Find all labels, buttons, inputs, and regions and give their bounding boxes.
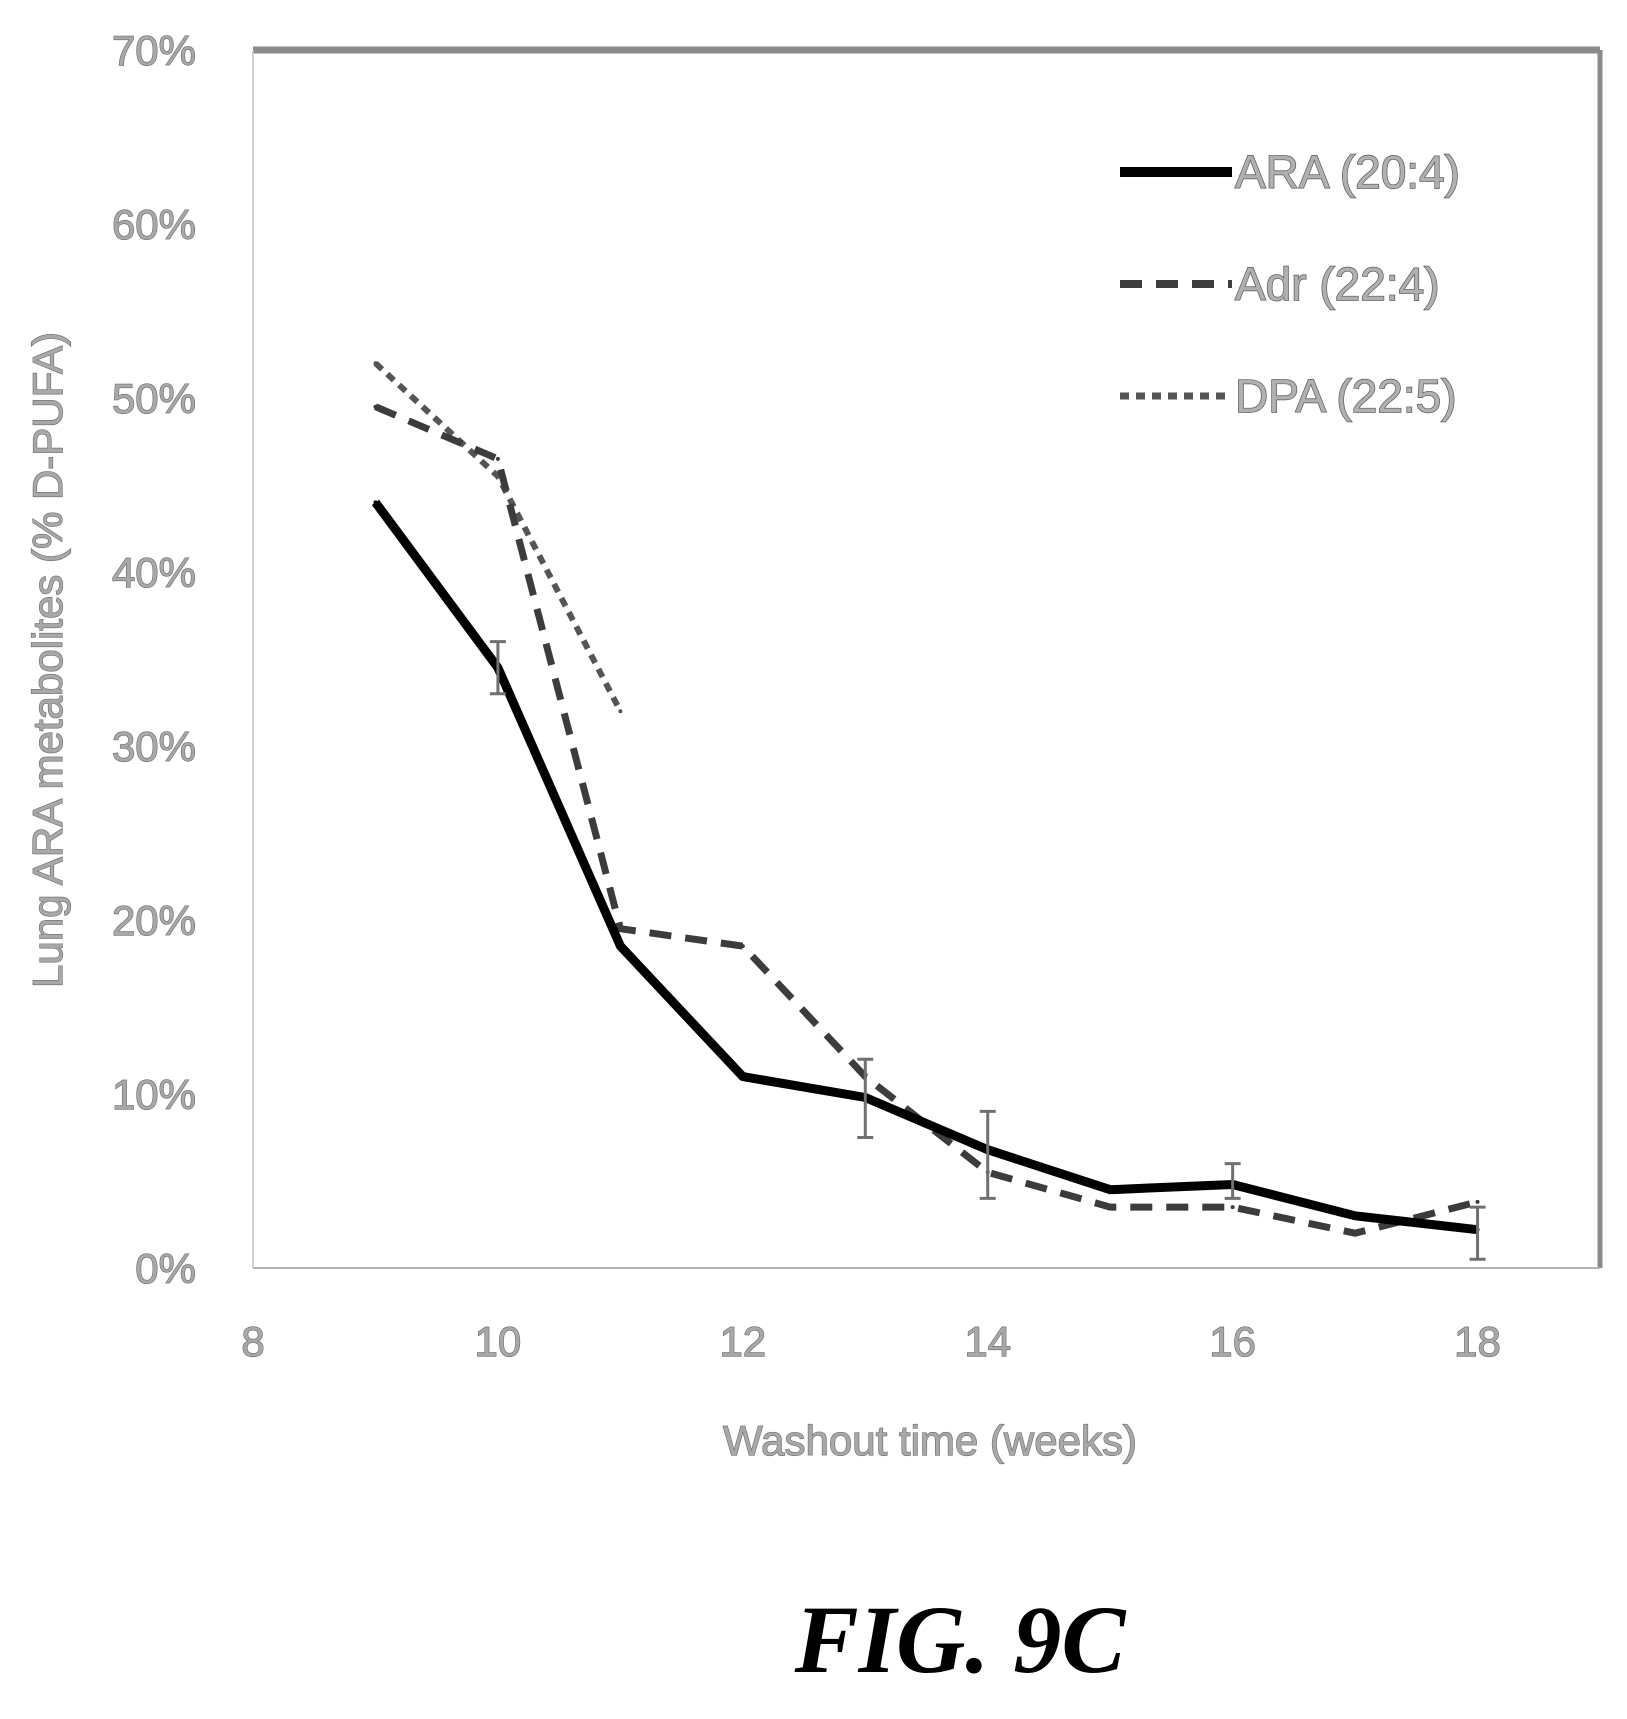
- data-point: [373, 500, 378, 505]
- y-tick-label: 10%: [112, 1071, 196, 1118]
- x-tick-label: 12: [719, 1318, 766, 1365]
- data-point: [1475, 1199, 1480, 1204]
- data-point: [1108, 1205, 1113, 1210]
- series-line-adr: [374, 403, 1479, 1237]
- data-point: [1353, 1213, 1358, 1218]
- legend-label: DPA (22:5): [1235, 370, 1457, 422]
- plot-frame: [252, 46, 1603, 1269]
- figure-caption: FIG. 9C: [794, 1586, 1127, 1693]
- x-axis-title: Washout time (weeks): [723, 1417, 1137, 1464]
- error-bar: [1469, 1205, 1486, 1261]
- legend-item-ara: ARA (20:4): [1120, 145, 1461, 199]
- y-tick-label: 20%: [112, 897, 196, 944]
- data-point: [618, 926, 623, 931]
- data-point: [1353, 1231, 1358, 1236]
- x-tick-label: 18: [1454, 1318, 1501, 1365]
- legend: ARA (20:4) Adr (22:4) DPA (22:5): [1120, 145, 1461, 423]
- legend-label: ARA (20:4): [1235, 146, 1460, 198]
- y-tick-label: 60%: [112, 201, 196, 248]
- data-point: [618, 944, 623, 949]
- data-point: [618, 709, 623, 714]
- x-tick-label: 8: [241, 1318, 264, 1365]
- legend-item-dpa: DPA (22:5): [1120, 369, 1457, 423]
- x-tick-label: 16: [1209, 1318, 1256, 1365]
- legend-item-adr: Adr (22:4): [1120, 257, 1440, 311]
- data-point: [1108, 1187, 1113, 1192]
- error-bar: [1224, 1162, 1241, 1200]
- y-tick-label: 70%: [112, 27, 196, 74]
- data-point: [740, 1074, 745, 1079]
- series-line-ara: [371, 499, 1479, 1235]
- data-point: [1230, 1205, 1235, 1210]
- data-point: [373, 404, 378, 409]
- error-bar: [489, 640, 506, 696]
- legend-label: Adr (22:4): [1235, 258, 1440, 310]
- x-tick-label: 14: [964, 1318, 1011, 1365]
- y-tick-label: 50%: [112, 375, 196, 422]
- data-point: [740, 944, 745, 949]
- series-layer: [371, 360, 1486, 1261]
- y-axis-ticks: 0% 10% 20% 30% 40% 50% 60% 70%: [111, 26, 196, 1292]
- error-bar: [857, 1057, 874, 1139]
- y-tick-label: 40%: [112, 549, 196, 596]
- data-point: [373, 361, 378, 366]
- y-tick-label: 30%: [112, 723, 196, 770]
- x-axis-ticks: 8 10 12 14 16 18: [241, 1317, 1502, 1365]
- data-point: [495, 456, 500, 461]
- x-tick-label: 10: [475, 1318, 522, 1365]
- y-tick-label: 0%: [135, 1245, 196, 1292]
- error-bar: [979, 1109, 996, 1200]
- y-axis-title: Lung ARA metabolites (% D-PUFA): [24, 332, 71, 988]
